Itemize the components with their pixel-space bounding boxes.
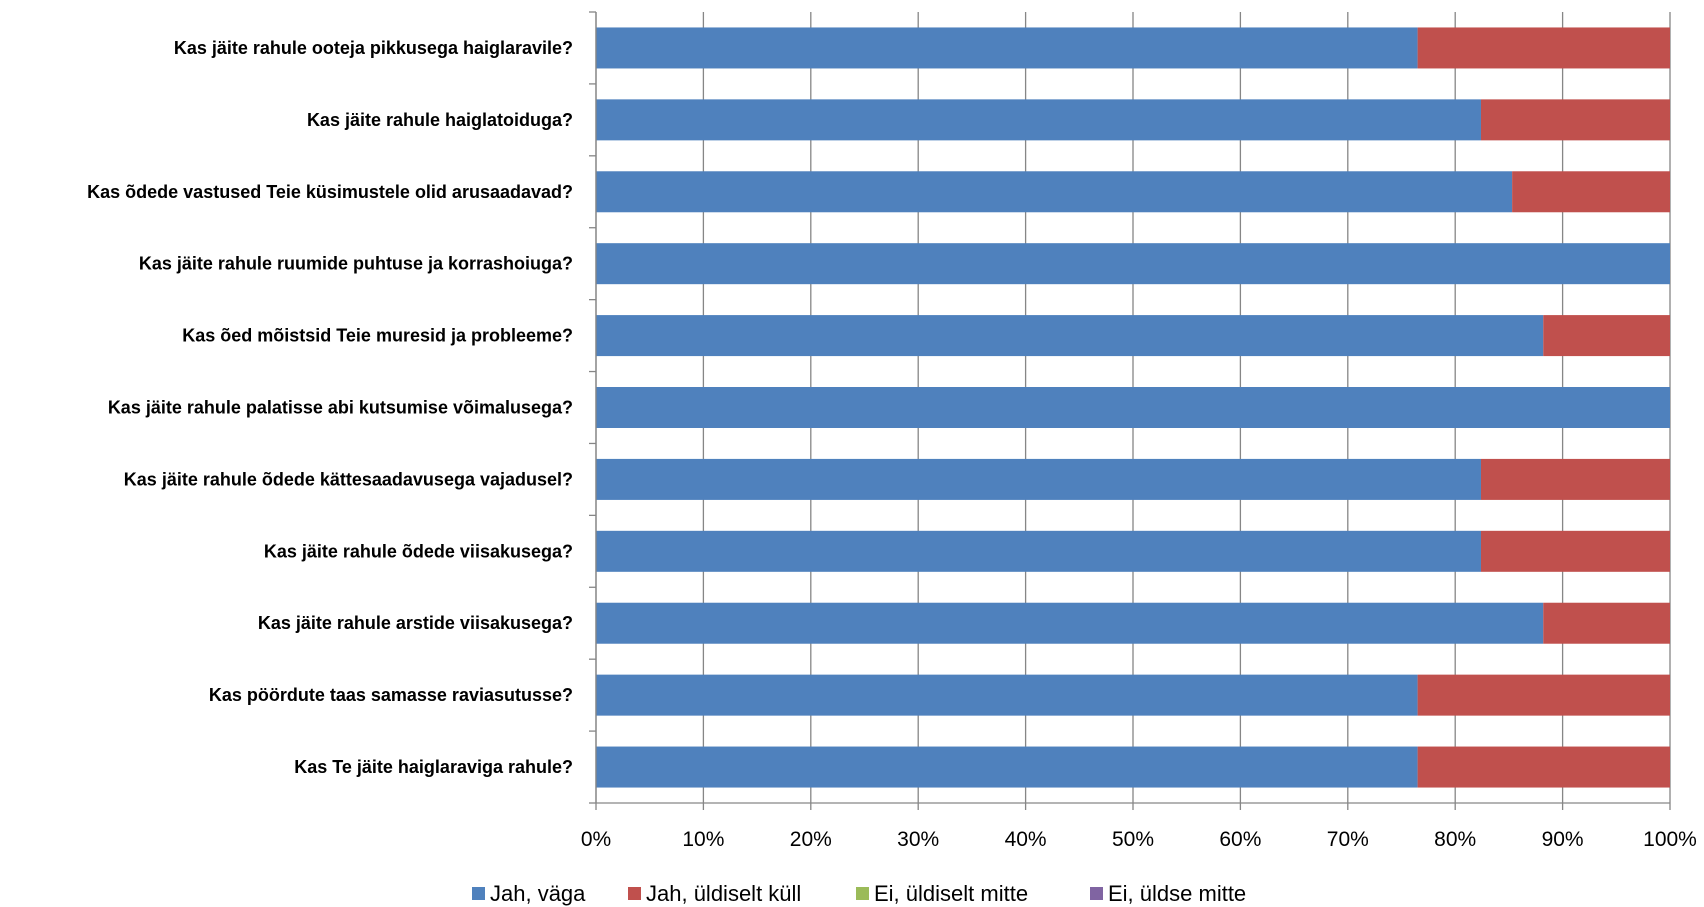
bar-segment [596, 602, 1544, 644]
category-label: Kas jäite rahule haiglatoiduga? [307, 110, 573, 130]
legend-label: Ei, üldse mitte [1108, 881, 1246, 906]
x-tick-label: 60% [1219, 828, 1261, 851]
legend-swatch [628, 887, 641, 900]
x-tick-label: 10% [682, 828, 724, 851]
category-label: Kas Te jäite haiglaraviga rahule? [294, 757, 573, 777]
category-label: Kas jäite rahule õdede viisakusega? [264, 541, 573, 561]
x-tick-label: 20% [790, 828, 832, 851]
category-label: Kas õed mõistsid Teie muresid ja problee… [182, 326, 573, 346]
category-label: Kas jäite rahule arstide viisakusega? [258, 613, 573, 633]
bar-segment [596, 458, 1481, 500]
bar-segment [596, 387, 1670, 428]
bar-segment [596, 674, 1418, 716]
bar-segment [1480, 458, 1670, 500]
bar-segment [596, 171, 1513, 213]
legend-label: Ei, üldiselt mitte [874, 881, 1028, 906]
bar-segment [596, 27, 1418, 69]
bar-segment [1543, 602, 1670, 644]
category-labels: Kas jäite rahule ooteja pikkusega haigla… [87, 38, 573, 777]
category-label: Kas jäite rahule ruumide puhtuse ja korr… [139, 254, 573, 274]
legend: Jah, väga Jah, üldiselt küll Ei, üldiselt … [472, 881, 1246, 906]
bar-segment [1417, 27, 1670, 69]
legend-swatch [856, 887, 869, 900]
x-tick-label: 90% [1542, 828, 1584, 851]
bar-segment [1417, 746, 1670, 788]
category-label: Kas pöördute taas samasse raviasutusse? [209, 685, 573, 705]
legend-label: Jah, väga [490, 881, 586, 906]
bar-segment [596, 315, 1544, 357]
axes [589, 11, 1670, 804]
x-tick-label: 50% [1112, 828, 1154, 851]
x-tick-label: 100% [1643, 828, 1697, 851]
x-tick-label: 80% [1434, 828, 1476, 851]
bar-segment [1480, 530, 1670, 572]
bar-segment [596, 530, 1481, 572]
x-tick-label: 40% [1005, 828, 1047, 851]
bar-segment [1512, 171, 1670, 213]
bar-segment [1417, 674, 1670, 716]
legend-label: Jah, üldiselt küll [646, 881, 801, 906]
category-label: Kas õdede vastused Teie küsimustele olid… [87, 182, 573, 202]
x-tick-labels: 0% 10% 20% 30% 40% 50% 60% 70% 80% 90% 100% [581, 828, 1697, 851]
bar-segment [596, 99, 1481, 141]
bar-segment [596, 243, 1670, 285]
x-tick-label: 30% [897, 828, 939, 851]
category-label: Kas jäite rahule palatisse abi kutsumise… [108, 398, 573, 418]
legend-swatch [1090, 887, 1103, 900]
bars [596, 27, 1670, 788]
bar-segment [1543, 315, 1670, 357]
legend-swatch [472, 887, 485, 900]
bar-segment [596, 746, 1418, 788]
x-tick-label: 70% [1327, 828, 1369, 851]
x-tick-label: 0% [581, 828, 611, 851]
category-label: Kas jäite rahule õdede kättesaadavusega … [124, 469, 573, 489]
bar-segment [1480, 99, 1670, 141]
category-label: Kas jäite rahule ooteja pikkusega haigla… [174, 38, 573, 58]
